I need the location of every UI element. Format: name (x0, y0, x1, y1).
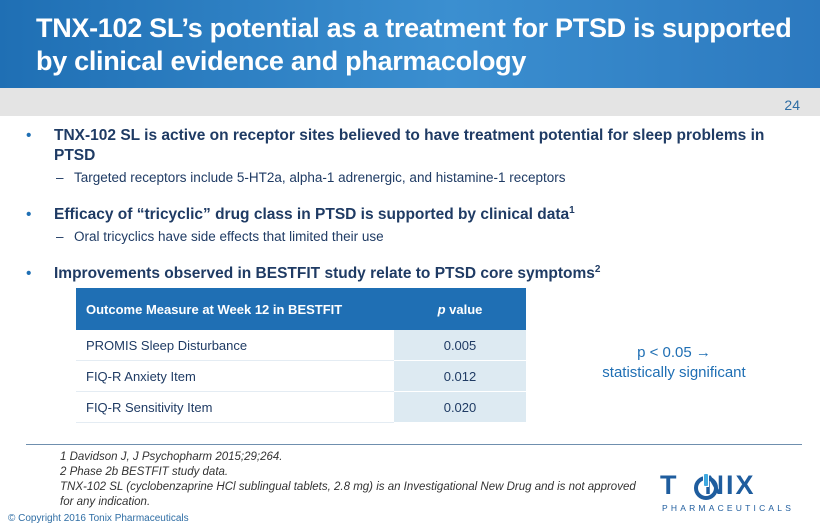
outcome-measure-cell: FIQ-R Sensitivity Item (76, 391, 394, 423)
table-row: FIQ-R Sensitivity Item 0.020 (76, 391, 526, 423)
significance-note: p < 0.05 → statistically significant (574, 343, 774, 383)
slide-title: TNX-102 SL’s potential as a treatment fo… (36, 13, 792, 76)
power-icon (694, 473, 718, 500)
bullet-text: TNX-102 SL is active on receptor sites b… (54, 127, 765, 164)
header-p-value: p value (394, 288, 526, 330)
significance-line-2: statistically significant (602, 364, 746, 381)
sub-bullet-text: Oral tricyclics have side effects that l… (74, 229, 384, 244)
bullet-item: • Efficacy of “tricyclic” drug class in … (26, 205, 796, 225)
logo-subword: PHARMACEUTICALS (662, 503, 795, 513)
dash-icon: – (56, 229, 64, 244)
table-header-row: Outcome Measure at Week 12 in BESTFIT p … (76, 288, 526, 330)
table-row: PROMIS Sleep Disturbance 0.005 (76, 330, 526, 361)
bullet-item: • Improvements observed in BESTFIT study… (26, 264, 796, 284)
title-banner: TNX-102 SL’s potential as a treatment fo… (0, 0, 820, 88)
sub-bullet-text: Targeted receptors include 5-HT2a, alpha… (74, 170, 566, 185)
bullet-list: • TNX-102 SL is active on receptor sites… (26, 126, 796, 284)
footer-divider (26, 444, 802, 445)
outcome-measure-cell: PROMIS Sleep Disturbance (76, 330, 394, 361)
p-value-cell: 0.020 (394, 391, 526, 423)
bullet-text: Improvements observed in BESTFIT study r… (54, 265, 595, 282)
title-subbar (0, 88, 820, 116)
p-value-label: value (445, 301, 483, 317)
header-outcome-measure: Outcome Measure at Week 12 in BESTFIT (76, 288, 394, 330)
outcomes-table: Outcome Measure at Week 12 in BESTFIT p … (76, 288, 526, 423)
bullet-dot-icon: • (26, 265, 32, 282)
bullet-item: • TNX-102 SL is active on receptor sites… (26, 126, 796, 166)
p-value-cell: 0.005 (394, 330, 526, 361)
reference-line: TNX-102 SL (cyclobenzaprine HCl sublingu… (60, 481, 636, 508)
footnote-marker: 1 (569, 204, 575, 216)
dash-icon: – (56, 170, 64, 185)
sub-bullet-item: – Oral tricyclics have side effects that… (26, 228, 796, 246)
p-italic: p (437, 301, 446, 317)
tonix-logo: T​ NIX PHARMACEUTICALS (660, 470, 800, 520)
page-number: 24 (784, 97, 800, 113)
p-value-cell: 0.012 (394, 360, 526, 392)
reference-line: 2 Phase 2b BESTFIT study data. (60, 466, 229, 478)
sub-bullet-item: – Targeted receptors include 5-HT2a, alp… (26, 169, 796, 187)
references: 1 Davidson J, J Psychopharm 2015;29;264.… (60, 450, 640, 510)
significance-line-1: p < 0.05 → (637, 344, 711, 361)
outcome-measure-cell: FIQ-R Anxiety Item (76, 360, 394, 392)
reference-line: 1 Davidson J, J Psychopharm 2015;29;264. (60, 451, 283, 463)
bullet-text: Efficacy of “tricyclic” drug class in PT… (54, 206, 570, 223)
table-row: FIQ-R Anxiety Item 0.012 (76, 360, 526, 392)
footnote-marker: 2 (594, 263, 601, 275)
bullet-dot-icon: • (26, 206, 32, 223)
bullet-dot-icon: • (26, 127, 32, 144)
copyright-notice: © Copyright 2016 Tonix Pharmaceuticals (8, 513, 189, 524)
